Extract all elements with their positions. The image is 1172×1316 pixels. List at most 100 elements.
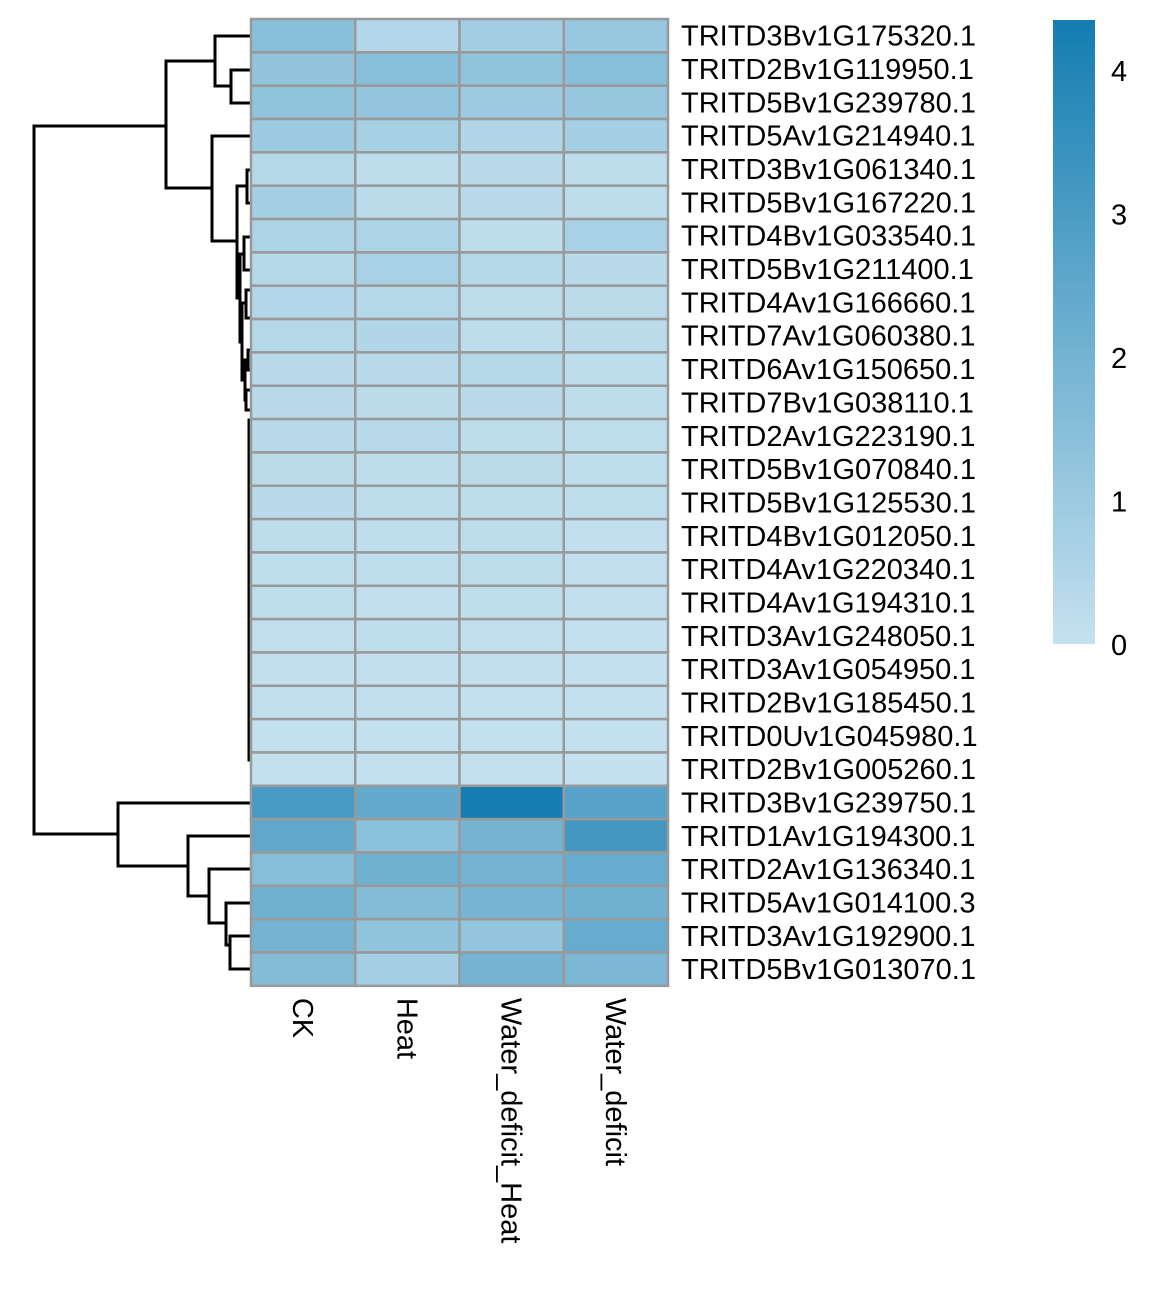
heatmap-cell — [562, 651, 670, 688]
heatmap-cell — [354, 217, 461, 254]
heatmap-cell — [249, 684, 357, 721]
heatmap-cell — [249, 17, 357, 54]
heatmap-cell — [562, 617, 670, 654]
heatmap-cell — [562, 917, 670, 954]
heatmap-cell — [562, 751, 670, 788]
heatmap-cell — [562, 217, 670, 254]
heatmap-cell — [562, 151, 670, 187]
legend-tick-label: 0 — [1111, 630, 1127, 662]
heatmap-cell — [354, 317, 461, 354]
heatmap-cell — [458, 517, 565, 554]
row-label: TRITD5Bv1G167220.1 — [681, 187, 976, 219]
heatmap-cell — [249, 417, 357, 454]
heatmap-cell — [562, 684, 670, 721]
heatmap-cell — [249, 117, 357, 154]
heatmap-cell — [249, 651, 357, 688]
heatmap-cell — [249, 817, 357, 854]
heatmap-cell — [458, 817, 565, 854]
heatmap-cell — [562, 517, 670, 554]
heatmap-cell — [249, 351, 357, 387]
heatmap-cell — [562, 417, 670, 454]
color-legend: 0 1 2 3 4 — [1053, 20, 1127, 662]
heatmap-cell — [354, 851, 461, 888]
heatmap-cell — [458, 917, 565, 954]
heatmap-cell — [354, 684, 461, 721]
heatmap-cell — [354, 17, 461, 54]
heatmap-cell — [249, 284, 357, 321]
column-label: Heat — [390, 998, 422, 1059]
row-label: TRITD5Av1G014100.3 — [681, 888, 975, 920]
heatmap-cell — [562, 284, 670, 321]
heatmap-cell — [562, 117, 670, 154]
heatmap-cell — [249, 317, 357, 354]
heatmap-cell — [562, 551, 670, 588]
row-label: TRITD2Av1G223190.1 — [681, 421, 975, 453]
heatmap-cell — [354, 417, 461, 454]
heatmap-cell — [458, 717, 565, 754]
heatmap-cell — [458, 184, 565, 221]
heatmap-cell — [562, 717, 670, 754]
column-label: Water_deficit_Heat — [495, 998, 527, 1244]
heatmap-cell — [249, 484, 357, 521]
row-label: TRITD5Bv1G070840.1 — [681, 454, 976, 486]
legend-tick-label: 2 — [1111, 343, 1127, 375]
heatmap-cell — [354, 251, 461, 287]
heatmap-cell — [458, 417, 565, 454]
heatmap-cell — [249, 917, 357, 954]
heatmap-cell — [354, 651, 461, 688]
row-label: TRITD3Bv1G061340.1 — [681, 154, 976, 186]
row-label: TRITD1Av1G194300.1 — [681, 821, 975, 853]
row-label: TRITD7Bv1G038110.1 — [681, 387, 974, 419]
heatmap-cell — [562, 251, 670, 287]
heatmap-cell — [354, 617, 461, 654]
heatmap-cell — [458, 51, 565, 87]
row-label: TRITD2Bv1G005260.1 — [681, 754, 976, 786]
heatmap-cell — [562, 51, 670, 87]
row-label: TRITD5Bv1G013070.1 — [681, 954, 976, 986]
heatmap-cell — [458, 451, 565, 488]
heatmap-cell — [458, 484, 565, 521]
column-labels: CK Heat Water_deficit_Heat Water_deficit — [286, 998, 631, 1244]
heatmap-cell — [562, 884, 670, 921]
heatmap-cell — [354, 717, 461, 754]
heatmap-cell — [354, 117, 461, 154]
heatmap-cell — [249, 84, 357, 121]
legend-tick-label: 1 — [1111, 487, 1127, 519]
row-label: TRITD2Bv1G185450.1 — [681, 687, 976, 719]
heatmap-cell — [354, 384, 461, 421]
heatmap-cell — [458, 384, 565, 421]
heatmap-cell — [458, 351, 565, 387]
row-label: TRITD5Bv1G239780.1 — [681, 87, 976, 119]
heatmap-cell — [458, 117, 565, 154]
row-label: TRITD3Bv1G175320.1 — [681, 21, 976, 53]
row-label: TRITD4Av1G194310.1 — [681, 587, 975, 619]
column-label: Water_deficit — [599, 998, 631, 1166]
heatmap-cell — [354, 884, 461, 921]
row-label: TRITD5Bv1G211400.1 — [681, 254, 974, 286]
heatmap-cell — [458, 251, 565, 287]
row-label: TRITD2Av1G136340.1 — [681, 854, 975, 886]
heatmap-cell — [562, 851, 670, 888]
heatmap-cell — [354, 84, 461, 121]
heatmap-cell — [249, 384, 357, 421]
heatmap-cell — [562, 351, 670, 387]
heatmap-cell — [562, 17, 670, 54]
row-label: TRITD7Av1G060380.1 — [681, 321, 975, 353]
row-label: TRITD5Bv1G125530.1 — [681, 487, 976, 519]
row-label: TRITD4Bv1G033540.1 — [681, 221, 976, 253]
heatmap-cell — [354, 484, 461, 521]
heatmap-cell — [354, 584, 461, 621]
heatmap-cell — [562, 184, 670, 221]
heatmap-cell — [458, 17, 565, 54]
heatmap-cell — [249, 717, 357, 754]
heatmap-cell — [354, 784, 461, 821]
heatmap-cell — [458, 784, 565, 821]
row-labels: TRITD3Bv1G175320.1TRITD2Bv1G119950.1TRIT… — [681, 21, 978, 987]
color-legend-bar — [1053, 20, 1095, 644]
heatmap-cell — [458, 884, 565, 921]
heatmap-cell — [249, 151, 357, 187]
legend-tick-label: 3 — [1111, 200, 1127, 232]
heatmap-cell — [458, 584, 565, 621]
heatmap-cell — [354, 151, 461, 187]
heatmap-cell — [562, 817, 670, 854]
